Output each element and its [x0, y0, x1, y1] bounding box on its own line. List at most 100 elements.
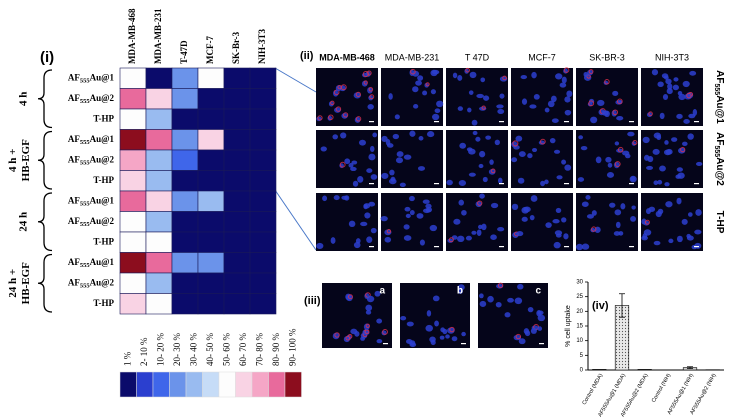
nucleus	[367, 103, 374, 110]
nucleus	[426, 131, 435, 138]
nucleus	[529, 215, 535, 221]
nucleus	[466, 147, 473, 152]
heatmap-cell	[197, 108, 225, 130]
legend-label: 50- 60 %	[221, 333, 231, 366]
row-label: AF555Au@2	[68, 93, 115, 105]
column-label: T-47D	[179, 40, 189, 64]
nucleus	[396, 151, 404, 158]
image-label: a	[379, 286, 385, 297]
scale-bar	[629, 246, 634, 248]
nucleus	[520, 75, 528, 80]
nucleus	[350, 328, 358, 335]
heatmap-cell	[223, 190, 251, 212]
nucleus	[344, 158, 351, 165]
legend-label: 80- 90 %	[271, 333, 281, 366]
heatmap-cell	[145, 149, 173, 171]
nucleus	[532, 147, 538, 153]
heatmap-cell	[249, 108, 277, 130]
nucleus	[419, 239, 425, 246]
micrograph-row-label-part: T-HP	[714, 211, 725, 234]
nucleus	[381, 135, 388, 143]
nucleus	[352, 180, 359, 187]
uptake-signal	[335, 106, 342, 112]
scale-bar	[694, 121, 699, 123]
nucleus	[370, 227, 377, 234]
row-label-part: AF	[68, 216, 80, 226]
micrograph-row-label: T-HP	[714, 211, 725, 234]
nucleus	[430, 69, 438, 77]
group-label: 24 h	[18, 212, 30, 232]
uptake-signal	[330, 100, 335, 106]
nucleus	[456, 235, 465, 243]
scale-bar	[434, 183, 439, 185]
row-label: AF555Au@1	[68, 195, 115, 207]
legend-swatch	[235, 371, 253, 398]
group-label: HB-EGF	[20, 262, 32, 304]
nucleus	[671, 137, 678, 142]
nucleus	[429, 336, 436, 343]
nucleus	[631, 141, 637, 146]
nucleus	[514, 297, 523, 305]
nucleus	[496, 104, 504, 109]
connector	[274, 189, 317, 251]
nucleus	[531, 71, 537, 79]
row-label-part: AF	[68, 257, 80, 267]
nucleus	[447, 327, 455, 334]
nucleus	[422, 199, 430, 204]
nucleus	[497, 177, 503, 184]
nucleus	[516, 231, 524, 237]
nucleus	[399, 182, 406, 187]
nucleus	[406, 338, 413, 344]
legend-label: 10- 20 %	[155, 333, 165, 366]
micrograph	[400, 283, 470, 348]
nucleus	[322, 195, 328, 202]
legend-swatch	[136, 371, 154, 398]
y-tick-label: 5	[580, 353, 584, 359]
nucleus	[316, 116, 322, 122]
nucleus	[653, 240, 661, 246]
nucleus	[559, 82, 567, 88]
nucleus	[483, 95, 490, 101]
panel-label: (iii)	[304, 295, 321, 307]
nucleus	[404, 206, 411, 212]
nucleus	[316, 242, 324, 249]
nucleus	[578, 135, 584, 140]
heatmap-cell	[171, 88, 199, 110]
uptake-signal	[362, 70, 369, 78]
nucleus	[381, 172, 389, 179]
group-brace	[37, 69, 53, 129]
nucleus	[451, 336, 458, 342]
nucleus	[440, 327, 445, 333]
nucleus	[517, 283, 524, 290]
nucleus	[357, 175, 364, 183]
nucleus	[618, 231, 624, 236]
heatmap-cell	[197, 231, 225, 253]
nucleus	[370, 174, 378, 180]
uptake-signal	[355, 116, 362, 122]
group-brace	[37, 130, 53, 190]
nucleus	[458, 179, 467, 186]
row-label-sub: 555	[80, 78, 91, 85]
uptake-signal	[345, 335, 351, 341]
nucleus	[643, 220, 650, 226]
nucleus	[529, 104, 537, 109]
uptake-signal	[502, 75, 507, 81]
heatmap-cell	[197, 170, 225, 192]
heatmap-cell	[249, 67, 277, 89]
nucleus	[434, 108, 441, 114]
micrograph-row-label-part: AF	[714, 70, 725, 83]
nucleus	[403, 235, 412, 241]
nucleus	[537, 314, 546, 322]
nucleus	[577, 177, 585, 182]
nucleus	[409, 130, 416, 137]
nucleus	[668, 238, 674, 244]
nucleus	[687, 212, 693, 217]
row-label-part: Au@1	[90, 72, 115, 82]
nucleus	[646, 165, 654, 170]
image-label: b	[457, 286, 463, 297]
nucleus	[475, 201, 482, 208]
heatmap-cell	[223, 211, 251, 233]
uptake-signal	[386, 229, 392, 234]
uptake-signal	[481, 105, 486, 110]
group-label: 24 h +	[7, 269, 19, 298]
